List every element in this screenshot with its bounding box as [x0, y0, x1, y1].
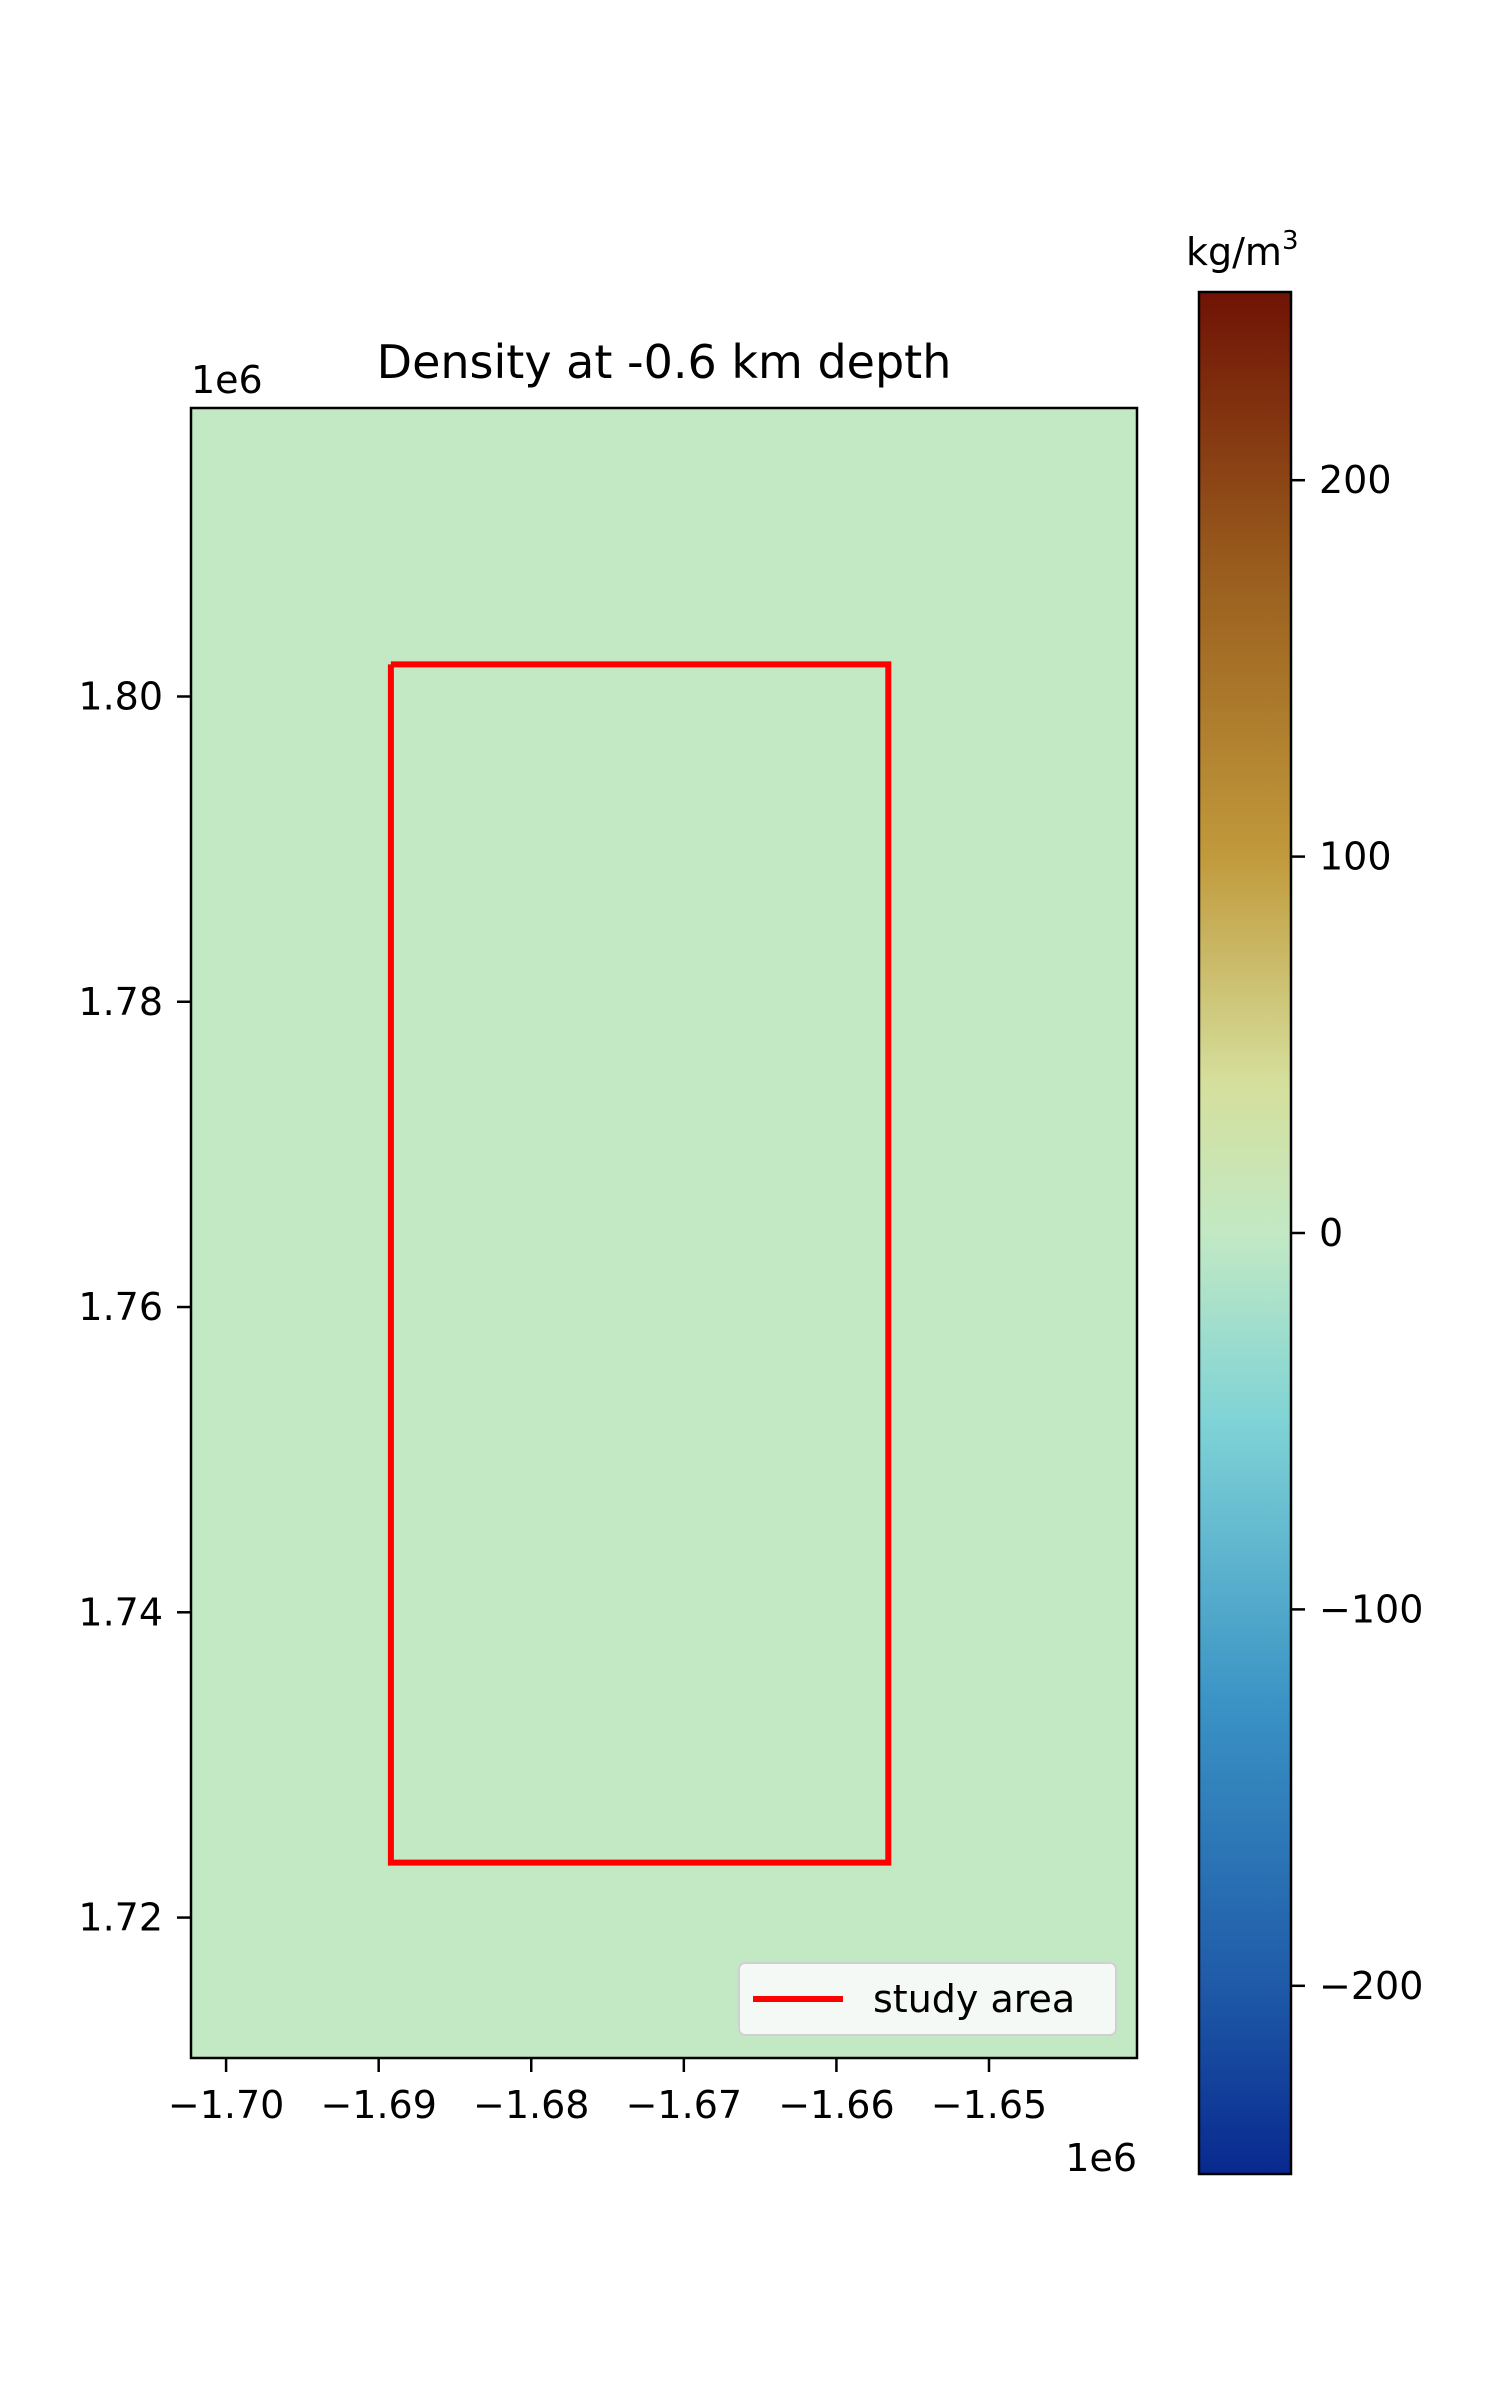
colorbar-ticks: −200 −100 0 100 200 [1291, 458, 1423, 2008]
x-tick-label: −1.69 [320, 2083, 436, 2127]
colorbar-tick-label: 0 [1319, 1211, 1343, 1255]
plot-frame [189, 406, 1139, 2060]
colorbar-unit-base: kg/m [1186, 230, 1282, 274]
x-tick-label: −1.67 [626, 2083, 742, 2127]
legend: study area [738, 1962, 1117, 2036]
x-tick-label: −1.66 [778, 2083, 894, 2127]
colorbar-unit-label: kg/m3 [1186, 226, 1299, 274]
y-axis-ticks: 1.72 1.74 1.76 1.78 1.80 [78, 674, 191, 1940]
x-axis-ticks: −1.70 −1.69 −1.68 −1.67 −1.66 −1.65 [168, 2058, 1047, 2127]
colorbar-tick-label: 100 [1319, 835, 1392, 879]
study-area-outline [387, 661, 892, 1866]
colorbar-tick-label: −100 [1319, 1587, 1423, 1631]
x-tick-label: −1.68 [473, 2083, 589, 2127]
legend-box [738, 1962, 1117, 2036]
y-tick-label: 1.80 [78, 674, 163, 718]
density-field [191, 408, 1137, 2058]
legend-label-study-area: study area [873, 1977, 1075, 2021]
x-tick-label: −1.65 [931, 2083, 1047, 2127]
y-tick-label: 1.76 [78, 1285, 163, 1329]
y-tick-label: 1.72 [78, 1896, 163, 1940]
colorbar-tick-label: 200 [1319, 458, 1392, 502]
x-offset-label: 1e6 [1065, 2136, 1137, 2180]
colorbar-unit-exponent: 3 [1282, 226, 1299, 256]
chart-title: Density at -0.6 km depth [377, 335, 952, 389]
y-offset-label: 1e6 [191, 358, 263, 402]
y-tick-label: 1.74 [78, 1590, 163, 1634]
colorbar-tick-label: −200 [1319, 1964, 1423, 2008]
x-tick-label: −1.70 [168, 2083, 284, 2127]
y-tick-label: 1.78 [78, 980, 163, 1024]
colorbar [1197, 290, 1293, 2176]
